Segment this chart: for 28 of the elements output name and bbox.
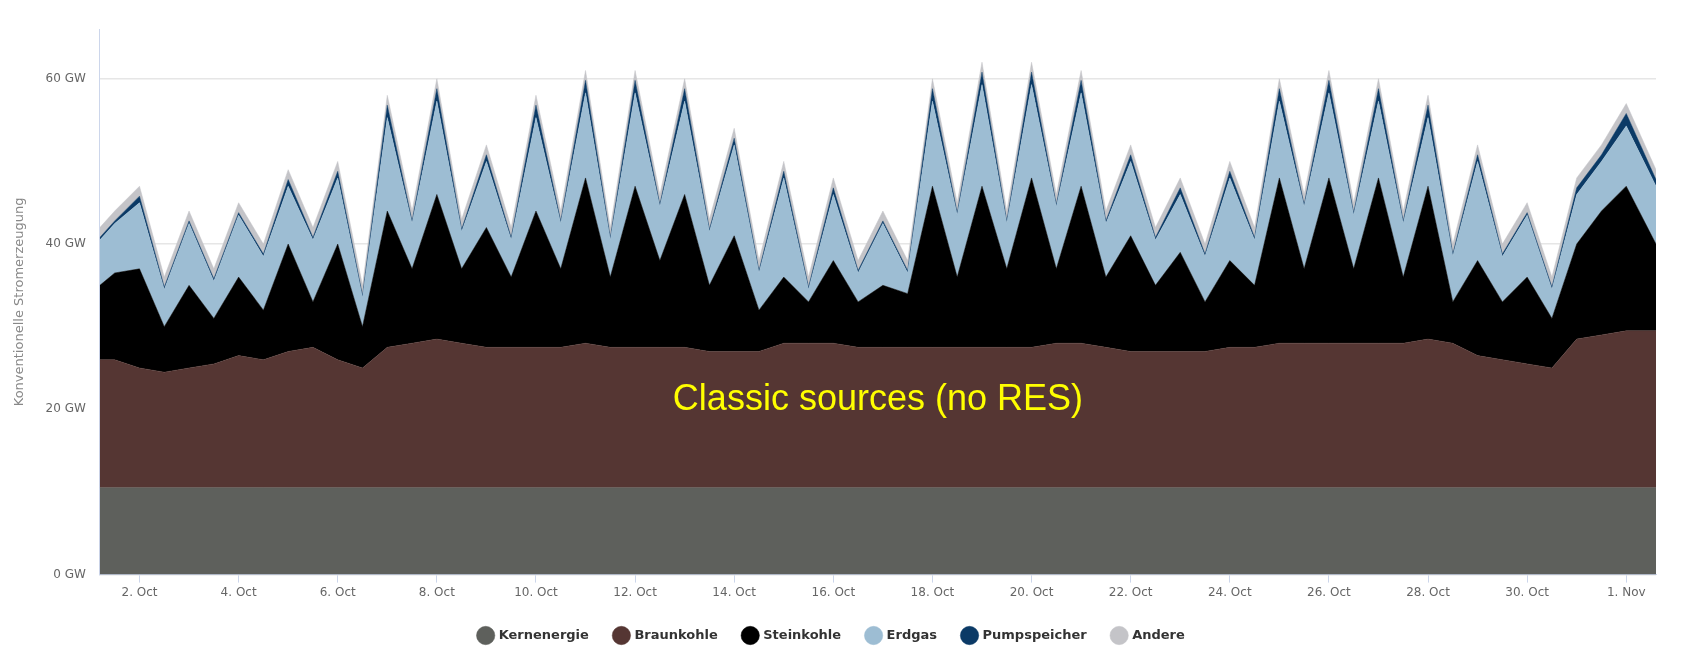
x-tick-label: 1. Nov: [1606, 584, 1646, 599]
x-tick-label: 2. Oct: [121, 584, 158, 599]
x-tick-label: 30. Oct: [1505, 584, 1550, 599]
y-tick-label: 40 GW: [45, 236, 86, 251]
legend-label: Braunkohle: [634, 626, 718, 642]
y-tick-label: 20 GW: [45, 401, 86, 416]
x-tick-label: 4. Oct: [220, 584, 257, 599]
y-tick-label: 0 GW: [53, 566, 86, 581]
x-tick-label: 26. Oct: [1307, 584, 1352, 599]
x-tick-label: 14. Oct: [712, 584, 757, 599]
y-tick-label: 60 GW: [45, 70, 86, 85]
x-tick-label: 22. Oct: [1108, 584, 1153, 599]
x-tick-label: 8. Oct: [418, 584, 456, 599]
x-tick-label: 20. Oct: [1009, 584, 1054, 599]
legend-label: Steinkohle: [763, 626, 842, 642]
y-axis-title: Konventionelle Stromerzeugung: [11, 197, 27, 407]
legend-label: Erdgas: [886, 626, 938, 642]
x-tick-label: 24. Oct: [1207, 584, 1252, 599]
x-tick-label: 6. Oct: [319, 584, 357, 599]
x-tick-label: 16. Oct: [811, 584, 856, 599]
x-tick-label: 18. Oct: [910, 584, 955, 599]
legend-label: Andere: [1132, 626, 1185, 642]
x-tick-label: 10. Oct: [514, 584, 559, 599]
legend-label: Pumpspeicher: [982, 626, 1088, 642]
annotation: Classic sources (no RES): [672, 376, 1083, 418]
legend-label: Kernenergie: [498, 626, 590, 642]
x-tick-label: 28. Oct: [1406, 584, 1451, 599]
x-tick-label: 12. Oct: [613, 584, 658, 599]
